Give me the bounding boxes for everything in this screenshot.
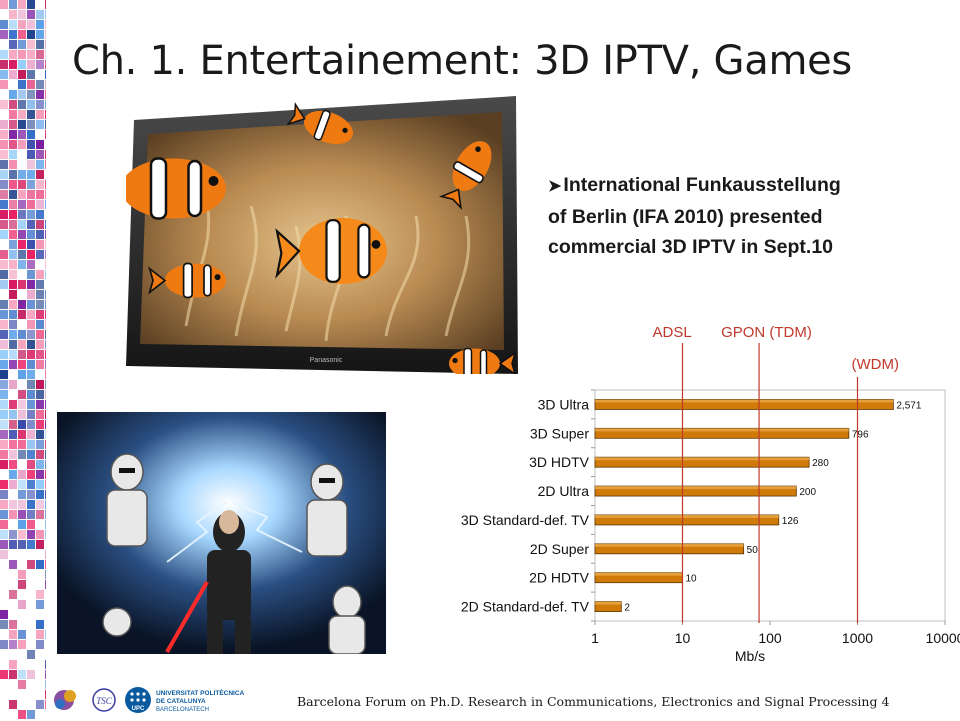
tv-brand: Panasonic <box>310 357 343 364</box>
game-artwork-image <box>57 412 386 655</box>
bar-highlight <box>595 601 622 605</box>
bar-highlight <box>595 572 683 576</box>
bar-highlight <box>595 486 797 490</box>
category-label: 3D Standard-def. TV <box>461 512 590 528</box>
tsc-logo: TSC <box>92 688 116 712</box>
value-label: 280 <box>812 458 829 469</box>
slide-title: Ch. 1. Entertainement: 3D IPTV, Games <box>72 38 852 84</box>
bar-highlight <box>595 428 849 432</box>
x-tick-label: 10 <box>675 630 691 646</box>
value-label: 10 <box>686 574 698 585</box>
svg-text:UNIVERSITAT POLITÈCNICA: UNIVERSITAT POLITÈCNICA <box>156 688 245 697</box>
x-tick-label: 10000 <box>926 630 960 646</box>
svg-text:DE CATALUNYA: DE CATALUNYA <box>156 698 206 705</box>
reference-line-label: ADSL <box>653 324 692 341</box>
category-label: 2D Ultra <box>538 483 590 499</box>
reference-line-label: (WDM) <box>852 356 899 373</box>
value-label: 50 <box>747 545 759 556</box>
reference-line-label: GPON (TDM) <box>721 324 812 341</box>
arrow-bullet-icon: ➤ <box>548 178 562 195</box>
left-mosaic-strip <box>0 0 46 720</box>
footer-logos: TSC UPC UNIVERSITAT POLITÈCNICA DE CATAL… <box>50 684 270 716</box>
x-axis-label: Mb/s <box>735 648 765 664</box>
bitrate-bar-chart: 3D Ultra 2,571 3D Super 796 3D HDTV 280 2D Ult… <box>420 315 960 670</box>
category-label: 2D Standard-def. TV <box>461 599 590 615</box>
x-tick-label: 1 <box>591 630 599 646</box>
bullet-text: ➤ International Funkausstellung of Berlin… <box>548 170 948 262</box>
svg-text:UPC: UPC <box>132 706 145 712</box>
bar-highlight <box>595 457 810 461</box>
svg-text:BARCELONATECH: BARCELONATECH <box>156 707 209 713</box>
value-label: 796 <box>852 429 869 440</box>
category-label: 3D Ultra <box>538 396 590 412</box>
value-label: 2,571 <box>896 400 921 411</box>
svg-text:TSC: TSC <box>96 696 113 706</box>
value-label: 200 <box>799 487 816 498</box>
x-tick-label: 1000 <box>842 630 873 646</box>
value-label: 2 <box>624 603 630 614</box>
value-label: 126 <box>782 516 799 527</box>
tv-clownfish-image: Panasonic <box>91 96 518 380</box>
slide-footer: Barcelona Forum on Ph.D. Research in Com… <box>297 694 890 709</box>
category-label: 3D HDTV <box>529 454 590 470</box>
category-label: 2D Super <box>530 541 589 557</box>
x-tick-label: 100 <box>758 630 782 646</box>
category-label: 3D Super <box>530 425 589 441</box>
bullet-line-1: ➤ International Funkausstellung <box>548 174 841 196</box>
bullet-line-2: of Berlin (IFA 2010) presented <box>548 206 823 228</box>
barcelona-forum-logo <box>54 690 76 710</box>
plot-frame <box>594 389 946 622</box>
bullet-line-3: commercial 3D IPTV in Sept.10 <box>548 236 834 258</box>
category-label: 2D HDTV <box>529 570 590 586</box>
bar-highlight <box>595 514 779 518</box>
upc-logo: UPC UNIVERSITAT POLITÈCNICA DE CATALUNYA… <box>125 687 245 713</box>
bar-highlight <box>595 543 744 547</box>
bar-highlight <box>595 399 894 403</box>
